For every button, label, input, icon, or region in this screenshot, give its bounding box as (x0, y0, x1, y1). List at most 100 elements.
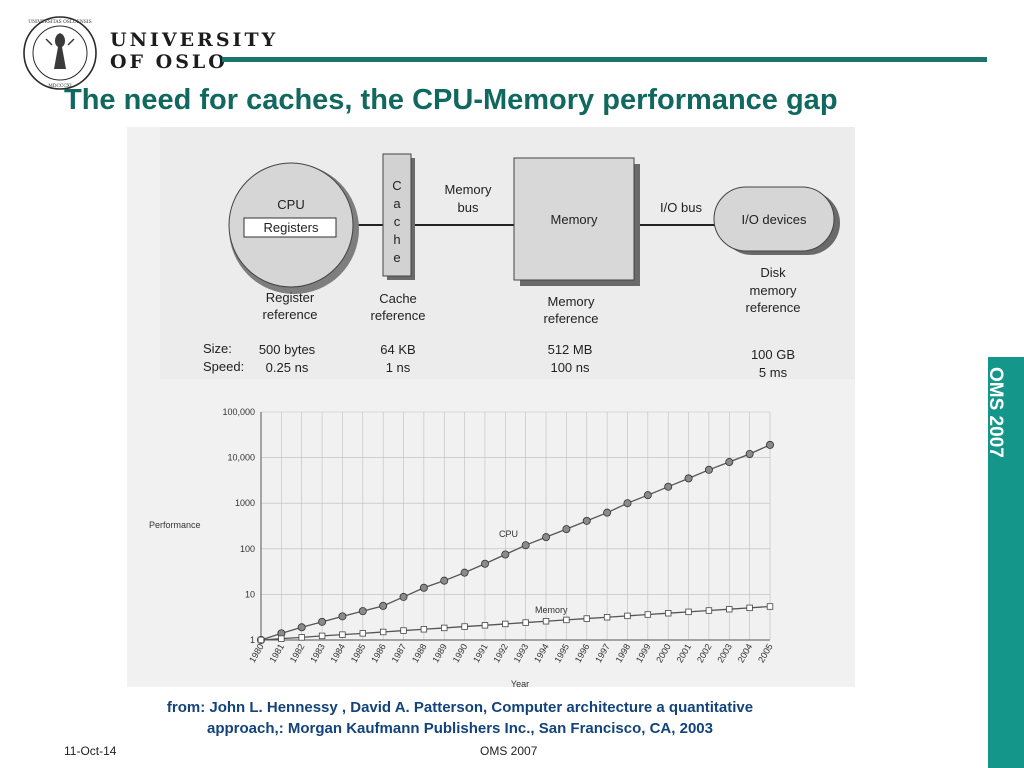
x-tick-label: 1994 (532, 642, 551, 664)
y-tick-label: 10,000 (227, 453, 255, 463)
svg-text:MDCCCXI: MDCCCXI (48, 83, 72, 89)
cpu-data-point (562, 525, 571, 534)
memory-data-point (257, 636, 265, 644)
x-axis-title: Year (511, 679, 529, 689)
memory-bus-label: bus (458, 200, 479, 215)
register-reference-label: Register (266, 290, 315, 305)
x-tick-label: 2000 (654, 642, 673, 664)
x-tick-label: 1990 (451, 642, 470, 664)
memory-data-point (563, 616, 570, 624)
x-tick-label: 1984 (328, 642, 347, 664)
memory-data-point (502, 620, 509, 628)
x-tick-label: 1993 (512, 642, 531, 664)
memory-data-point (318, 632, 326, 640)
size-label: Size: (203, 341, 232, 356)
cpu-data-point (582, 516, 591, 525)
register-speed: 0.25 ns (266, 360, 309, 375)
cpu-data-point (684, 474, 693, 483)
x-tick-label: 1995 (552, 642, 571, 664)
y-axis-title: Performance (149, 520, 201, 530)
x-tick-label: 2004 (736, 642, 755, 664)
cache-letter: C (392, 178, 401, 193)
x-tick-label: 2003 (715, 642, 734, 664)
x-tick-label: 1991 (471, 642, 490, 664)
slide-title: The need for caches, the CPU-Memory perf… (64, 84, 838, 116)
cpu-data-point (318, 617, 327, 626)
x-tick-label: 1986 (369, 642, 388, 664)
cache-letter: e (393, 250, 400, 265)
university-seal-logo: UNIVERSITAS OSLOENSIS MDCCCXI (23, 16, 97, 90)
disk-size: 100 GB (751, 347, 795, 362)
memory-data-point (746, 604, 753, 612)
cache-letter: h (393, 232, 400, 247)
cpu-data-point (297, 623, 306, 632)
memory-bus-label: Memory (445, 182, 492, 197)
register-size: 500 bytes (259, 342, 316, 357)
cpu-data-point (379, 601, 388, 610)
x-tick-label: 1988 (410, 642, 429, 664)
x-tick-label: 2002 (695, 642, 714, 664)
sidebar-label: OMS 2007 (985, 367, 1006, 458)
y-tick-label: 100,000 (222, 407, 255, 417)
footer-date: 11-Oct-14 (64, 744, 117, 758)
x-tick-label: 1998 (614, 642, 633, 664)
cpu-data-point (358, 607, 367, 616)
x-tick-label: 1983 (308, 642, 327, 664)
io-bus-label: I/O bus (660, 200, 702, 215)
registers-box (243, 217, 337, 238)
memory-size: 512 MB (548, 342, 593, 357)
cpu-data-point (745, 449, 754, 458)
cpu-data-point (501, 550, 510, 559)
y-tick-label: 100 (240, 544, 255, 554)
x-tick-label: 1985 (349, 642, 368, 664)
cpu-data-point (521, 541, 530, 550)
speed-label: Speed: (203, 359, 244, 374)
memory-data-point (665, 610, 672, 617)
memory-data-point (685, 608, 692, 616)
x-tick-label: 2005 (756, 642, 775, 664)
disk-speed: 5 ms (759, 365, 788, 379)
x-tick-label: 1987 (390, 642, 409, 664)
disk-reference-label: Disk (760, 265, 786, 280)
x-tick-label: 1982 (288, 642, 307, 664)
memory-data-point (603, 614, 611, 621)
x-tick-label: 1999 (634, 642, 653, 664)
cpu-data-point (480, 559, 489, 568)
cpu-data-point (725, 458, 734, 467)
svg-text:UNIVERSITAS OSLOENSIS: UNIVERSITAS OSLOENSIS (28, 19, 91, 25)
cpu-data-point (419, 583, 428, 592)
series-label-memory: Memory (535, 605, 568, 615)
footer-title: OMS 2007 (480, 744, 538, 758)
cpu-data-point (603, 508, 612, 517)
caption-line1: from: John L. Hennessy , David A. Patter… (166, 699, 754, 716)
memory-data-point (420, 626, 428, 633)
memory-data-point (522, 619, 529, 626)
x-tick-label: 1989 (430, 642, 449, 664)
memory-data-point (624, 612, 631, 620)
series-line-memory (260, 605, 771, 641)
memory-data-point (339, 631, 346, 638)
caption-line2: approach,: Morgan Kaufmann Publishers In… (207, 720, 713, 737)
memory-data-point (359, 630, 366, 637)
io-devices-label: I/O devices (741, 212, 807, 227)
cache-speed: 1 ns (386, 360, 411, 375)
cache-box (382, 153, 412, 277)
memory-data-point (379, 628, 387, 636)
header-rule (222, 57, 987, 62)
y-tick-label: 1000 (235, 498, 255, 508)
memory-data-point (644, 611, 652, 618)
x-tick-label: 1992 (491, 642, 510, 664)
memory-data-point (441, 624, 448, 632)
memory-data-point (705, 607, 713, 614)
memory-hierarchy-diagram: CPU Registers C a c h e Memory bus Memor… (160, 127, 855, 380)
cpu-data-point (664, 482, 673, 491)
cache-reference-label: reference (371, 308, 426, 323)
x-tick-label: 1996 (573, 642, 592, 664)
cpu-data-point (643, 491, 652, 500)
memory-data-point (726, 605, 733, 613)
y-tick-label: 1 (250, 635, 255, 645)
cpu-data-point (766, 440, 775, 449)
cache-size: 64 KB (380, 342, 415, 357)
cpu-data-point (460, 568, 469, 577)
